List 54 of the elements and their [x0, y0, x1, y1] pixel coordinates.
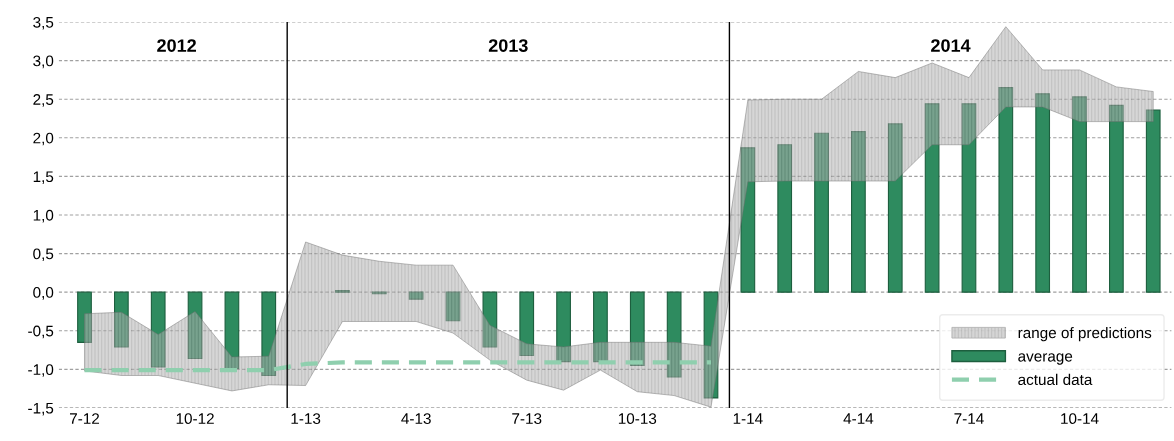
bar — [1145, 109, 1161, 293]
bar — [519, 291, 535, 357]
bar — [814, 132, 829, 293]
x-tick-label: 1-14 — [733, 413, 763, 424]
bar — [556, 291, 571, 363]
x-tick-label: 7-12 — [69, 413, 100, 424]
y-tick-label: 1,0 — [33, 209, 54, 223]
x-tick-label: 10-13 — [618, 413, 657, 425]
x-tick-label: 4-13 — [401, 413, 431, 425]
bar — [445, 291, 461, 322]
legend-label: range of predictions — [1018, 327, 1152, 342]
annotation: 2012 — [157, 39, 196, 52]
legend-label: average — [1018, 353, 1073, 365]
bar — [740, 147, 756, 293]
bar — [113, 291, 129, 348]
bar — [777, 144, 793, 293]
y-tick-label: 0,0 — [33, 287, 54, 300]
y-tick-label: -1,0 — [28, 364, 54, 377]
bar — [1109, 104, 1124, 293]
x-tick-label: 1-13 — [291, 413, 321, 425]
bar — [961, 103, 977, 293]
bar — [703, 291, 719, 399]
annotation: 2014 — [931, 39, 971, 52]
x-tick-label: 10-12 — [176, 413, 214, 425]
x-tick-label: 7-13 — [512, 413, 542, 425]
bar — [408, 291, 424, 300]
bar — [224, 291, 240, 370]
y-tick-label: 2,5 — [33, 94, 54, 107]
y-tick-label: -1,5 — [28, 402, 54, 416]
y-tick-label: 1,5 — [33, 171, 54, 184]
bar — [77, 291, 92, 343]
y-tick-label: 2,0 — [33, 132, 54, 146]
y-tick-label: 3,0 — [33, 55, 54, 69]
bar — [924, 103, 940, 293]
legend-label: actual data — [1018, 373, 1093, 386]
bar — [482, 291, 498, 348]
bar — [998, 87, 1014, 293]
bar — [150, 291, 166, 368]
x-tick-label: 4-14 — [843, 413, 874, 424]
y-tick-label: -0,5 — [28, 325, 54, 339]
bar — [187, 291, 203, 360]
x-tick-label: 10-14 — [1061, 413, 1099, 425]
bar — [1035, 93, 1051, 293]
bar — [1072, 96, 1087, 293]
bar — [851, 131, 866, 293]
bar — [261, 291, 277, 377]
bar — [666, 291, 682, 378]
annotation: 2013 — [488, 39, 528, 52]
y-tick-label: 0,5 — [33, 248, 54, 262]
bar — [629, 291, 645, 367]
x-tick-label: 7-14 — [954, 413, 984, 424]
bar — [887, 123, 903, 293]
bar — [593, 291, 608, 363]
y-tick-label: 3,5 — [33, 16, 54, 30]
